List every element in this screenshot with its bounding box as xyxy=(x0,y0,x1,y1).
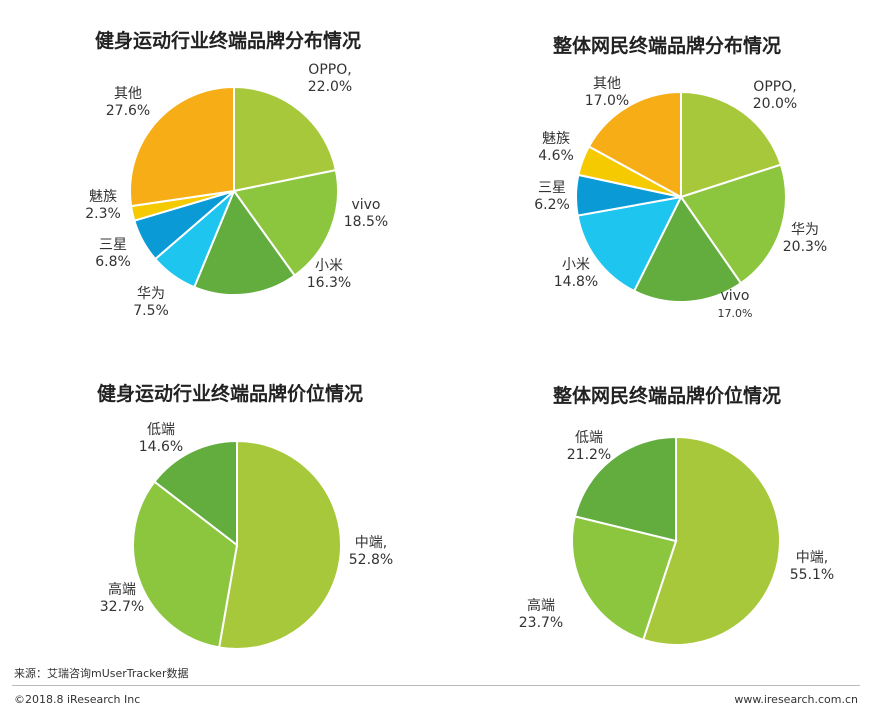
chart-title: 健身运动行业终端品牌分布情况 xyxy=(94,30,362,52)
pie-slice xyxy=(679,163,787,285)
slice-label: 其他 17.0% xyxy=(585,76,629,110)
slice-name: 魅族 xyxy=(88,189,117,205)
slice-percent: 55.1% xyxy=(789,567,835,583)
slice-label: 低端 21.2% xyxy=(567,430,611,464)
slice-name: 小米 xyxy=(561,257,590,273)
pie-slice xyxy=(232,168,339,277)
slice-name: OPPO, xyxy=(308,62,352,78)
slice-percent: 16.3% xyxy=(306,275,352,291)
slice-label: 其他 27.6% xyxy=(106,86,150,120)
slice-percent: 21.2% xyxy=(566,447,612,463)
slice-percent: 18.5% xyxy=(343,214,389,230)
slice-label: 三星 6.8% xyxy=(95,237,131,271)
slice-percent: 17.0% xyxy=(717,307,753,320)
pie-slice xyxy=(217,439,342,650)
slice-name: OPPO, xyxy=(753,79,797,95)
slice-percent: 14.6% xyxy=(138,439,184,455)
footer-divider xyxy=(12,685,860,686)
slice-name: 小米 xyxy=(314,258,343,274)
pie-slice xyxy=(587,90,682,199)
slice-label: 高端 23.7% xyxy=(519,598,563,632)
slice-label: 高端 32.7% xyxy=(100,582,144,616)
slice-name: 中端, xyxy=(354,535,388,551)
slice-name: 其他 xyxy=(113,86,142,102)
slice-label: 小米 16.3% xyxy=(307,258,351,292)
slice-name: 低端 xyxy=(574,430,603,446)
slice-label: 小米 14.8% xyxy=(554,257,598,291)
slice-name: 华为 xyxy=(136,286,165,302)
slice-label: OPPO, 20.0% xyxy=(753,79,797,113)
slice-percent: 4.6% xyxy=(538,148,574,164)
slice-percent: 32.7% xyxy=(99,599,145,615)
slice-percent: 2.3% xyxy=(85,206,121,222)
source-note: 来源：艾瑞咨询mUserTracker数据 xyxy=(14,667,189,680)
pie-slice xyxy=(153,439,238,548)
slice-percent: 14.8% xyxy=(553,274,599,290)
slice-name: 三星 xyxy=(98,237,127,253)
pie-slice xyxy=(680,90,783,199)
pie-slice xyxy=(576,195,683,293)
slice-label: 华为 7.5% xyxy=(133,286,169,320)
slice-name: 中端, xyxy=(795,550,829,566)
slice-name: 高端 xyxy=(107,582,136,598)
slice-label: 魅族 2.3% xyxy=(85,189,121,223)
slice-name: 高端 xyxy=(526,598,555,614)
pie-slice xyxy=(129,85,235,208)
slice-percent: 52.8% xyxy=(348,552,394,568)
pie-slice xyxy=(132,480,239,649)
slice-percent: 23.7% xyxy=(518,615,564,631)
slice-label: 中端, 52.8% xyxy=(349,535,393,569)
slice-percent: 20.0% xyxy=(752,96,798,112)
copyright-text: ©2018.8 iResearch Inc xyxy=(14,693,141,706)
pie-slice xyxy=(573,435,677,543)
pie-slice xyxy=(192,188,297,296)
slice-label: 魅族 4.6% xyxy=(538,131,574,165)
slice-percent: 20.3% xyxy=(782,239,828,255)
chart-title: 整体网民终端品牌分布情况 xyxy=(552,35,782,57)
slice-label: vivo 18.5% xyxy=(344,197,388,231)
pie-slice xyxy=(641,435,781,646)
slice-name: vivo xyxy=(351,197,381,213)
chart-title: 健身运动行业终端品牌价位情况 xyxy=(96,383,364,405)
slice-percent: 6.2% xyxy=(534,197,570,213)
slice-name: 魅族 xyxy=(541,131,570,147)
slice-percent: 6.8% xyxy=(95,254,131,270)
slice-name: 其他 xyxy=(592,76,621,92)
slice-name: 三星 xyxy=(537,180,566,196)
pie-slice xyxy=(571,515,678,641)
pie-slice xyxy=(632,195,743,303)
slice-percent: 27.6% xyxy=(105,103,151,119)
slice-name: 华为 xyxy=(790,222,819,238)
slice-percent: 7.5% xyxy=(133,303,169,319)
chart-title: 整体网民终端品牌价位情况 xyxy=(552,385,782,407)
slice-label: 中端, 55.1% xyxy=(790,550,834,584)
slice-name: 低端 xyxy=(146,422,175,438)
slice-label: OPPO, 22.0% xyxy=(308,62,352,96)
slice-label: 低端 14.6% xyxy=(139,422,183,456)
slice-name: vivo xyxy=(720,288,750,304)
slice-label: 三星 6.2% xyxy=(534,180,570,214)
slice-label: vivo 17.0% xyxy=(718,288,753,322)
website-url: www.iresearch.com.cn xyxy=(734,693,858,706)
pie-slice xyxy=(233,85,338,193)
slice-percent: 17.0% xyxy=(584,93,630,109)
slice-percent: 22.0% xyxy=(307,79,353,95)
slice-label: 华为 20.3% xyxy=(783,222,827,256)
